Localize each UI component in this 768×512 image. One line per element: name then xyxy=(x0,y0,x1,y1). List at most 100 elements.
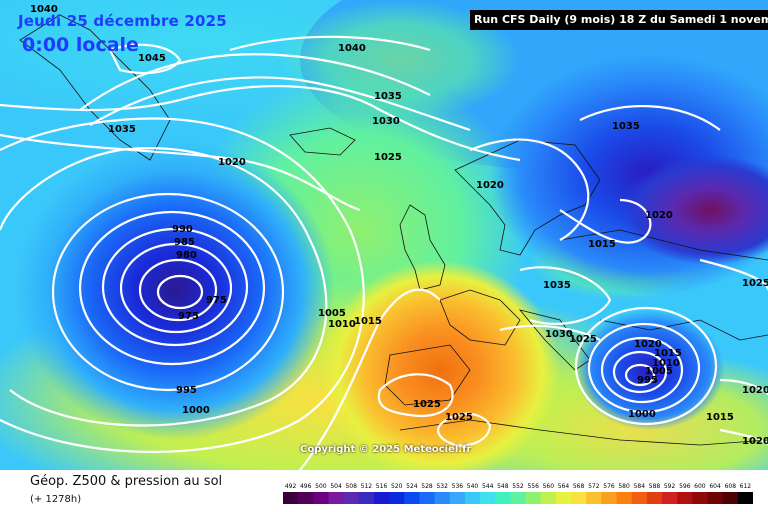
forecast-date: Jeudi 25 décembre 2025 xyxy=(18,12,227,30)
isobar-1025-morocco xyxy=(437,412,492,447)
run-info-banner: Run CFS Daily (9 mois) 18 Z du Samedi 1 … xyxy=(470,10,768,30)
legend-color-swatch xyxy=(283,492,299,504)
legend-color-swatch xyxy=(555,492,572,504)
legend-tick-label: 612 xyxy=(740,483,752,490)
legend-tick-label: 580 xyxy=(618,483,630,490)
isobar-label: 1020 xyxy=(218,157,246,168)
isobar-1010 xyxy=(0,117,365,453)
isobar-1025-north xyxy=(0,84,521,162)
france-outline xyxy=(439,289,521,346)
isobar-label: 1030 xyxy=(545,329,573,340)
color-scale-legend: 492 496 500 504 508 512 516 520 524 528 532 536 540 5… xyxy=(283,483,753,504)
legend-color-swatch xyxy=(404,492,420,504)
isobar-label: 1040 xyxy=(30,4,58,15)
legend-tick-label: 604 xyxy=(709,483,721,490)
legend-tick-label: 504 xyxy=(330,483,342,490)
legend-color-swatch xyxy=(677,492,693,504)
legend-tick-label: 520 xyxy=(391,483,403,490)
legend-color-swatch xyxy=(662,492,678,504)
field-azores-high xyxy=(320,260,560,470)
legend-tick-label: 600 xyxy=(694,483,706,490)
north-africa-coast xyxy=(399,419,768,446)
isobar-label: 1020 xyxy=(742,385,768,396)
legend-tick-label: 528 xyxy=(421,483,433,490)
isobar-1020-far-se xyxy=(719,428,768,446)
isobar-label: 1020 xyxy=(476,180,504,191)
isobar-label: 1020 xyxy=(742,436,768,447)
legend-tick-label: 564 xyxy=(558,483,570,490)
legend-tick-label: 500 xyxy=(315,483,327,490)
isobar-label: 1025 xyxy=(413,399,441,410)
isobar-label: 1035 xyxy=(612,121,640,132)
isobar-label: 1005 xyxy=(318,308,346,319)
balkans-blacksea-coast xyxy=(599,319,768,341)
isobar-1010-med xyxy=(587,322,701,414)
isobar-label: 1005 xyxy=(645,366,673,377)
legend-tick-label: 516 xyxy=(376,483,388,490)
legend-tick-label: 608 xyxy=(725,483,737,490)
isobar-label: 995 xyxy=(637,375,658,386)
legend-color-swatch xyxy=(464,492,481,504)
isobar-1020-west xyxy=(0,133,361,212)
isobar-label: 1045 xyxy=(138,53,166,64)
legend-color-swatch xyxy=(328,492,345,504)
isobar-label: 1025 xyxy=(742,278,768,289)
isobar-label: 1020 xyxy=(634,339,662,350)
legend-color-swatch xyxy=(298,492,314,504)
isobar-label: 1020 xyxy=(645,210,673,221)
isobar-label: 1010 xyxy=(652,358,680,369)
legend-color-swatch xyxy=(374,492,390,504)
copyright-notice: Copyright © 2025 Meteociel.fr xyxy=(300,444,472,455)
legend-color-swatch xyxy=(358,492,375,504)
parameter-title: Géop. Z500 & pression au sol xyxy=(30,474,223,489)
isobar-1020-se xyxy=(719,378,768,396)
isobar-label: 1025 xyxy=(374,152,402,163)
legend-tick-label: 568 xyxy=(573,483,585,490)
isobar-985 xyxy=(119,242,233,334)
isobar-1025-east xyxy=(699,258,768,291)
isobar-1030-central xyxy=(499,324,601,341)
isobar-1000-med xyxy=(612,350,668,394)
isobar-label: 1025 xyxy=(569,334,597,345)
legend-color-swatch xyxy=(692,492,709,504)
legend-tick-label: 540 xyxy=(467,483,479,490)
legend-tick-label: 548 xyxy=(497,483,509,490)
field-russia-core xyxy=(620,155,768,265)
isobar-995 xyxy=(78,210,266,366)
legend-tick-label: 556 xyxy=(527,483,539,490)
isobar-1045 xyxy=(108,43,182,75)
legend-tick-label: 524 xyxy=(406,483,418,490)
isobar-1005-med xyxy=(600,336,684,404)
isobar-label: 1035 xyxy=(108,124,136,135)
legend-tick-label: 544 xyxy=(482,483,494,490)
legend-color-swatch xyxy=(616,492,633,504)
isobar-1015-east xyxy=(559,198,652,244)
legend-tick-label: 492 xyxy=(285,483,297,490)
legend-tick-label: 536 xyxy=(452,483,464,490)
legend-tick-label: 532 xyxy=(436,483,448,490)
isobar-labels: 1040 1045 1040 1035 1030 1035 1025 1020 … xyxy=(30,4,768,447)
legend-tick-label: 552 xyxy=(512,483,524,490)
pressure-map: 1040 1045 1040 1035 1030 1035 1025 1020 … xyxy=(0,0,768,470)
isobar-label: 990 xyxy=(172,224,193,235)
legend-tick-label: 576 xyxy=(603,483,615,490)
legend-tick-label: 508 xyxy=(345,483,357,490)
legend-tick-label: 496 xyxy=(300,483,312,490)
isobar-975 xyxy=(156,274,204,310)
iceland-outline xyxy=(289,127,356,156)
isobar-1025-iberia xyxy=(377,373,454,418)
isobar-label: 1035 xyxy=(543,280,571,291)
legend-color-swatch xyxy=(540,492,557,504)
legend-color-swatch xyxy=(646,492,663,504)
isobar-label: 1015 xyxy=(354,316,382,327)
isobar-980 xyxy=(138,258,218,322)
forecast-lead-time: (+ 1278h) xyxy=(30,494,82,505)
map-footer: Géop. Z500 & pression au sol (+ 1278h) xyxy=(0,470,768,512)
legend-color-swatch xyxy=(601,492,618,504)
isobar-1020-scand xyxy=(469,138,590,241)
isobar-label: 1015 xyxy=(588,239,616,250)
field-atlantic-low xyxy=(15,140,335,440)
isobar-label: 1015 xyxy=(654,348,682,359)
isobar-995-med xyxy=(624,363,656,387)
